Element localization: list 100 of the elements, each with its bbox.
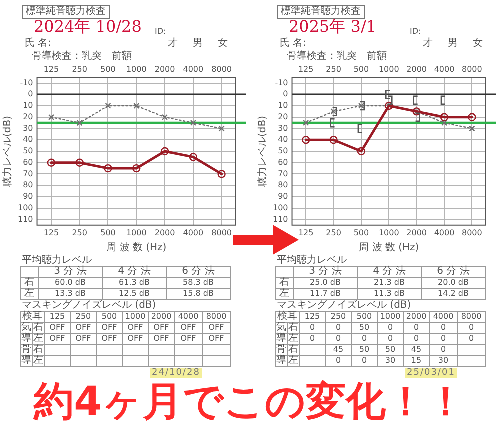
y-tick-label: 40 [278, 135, 288, 144]
y-tick-label: 100 [18, 203, 34, 212]
y-tick-label: 70 [23, 169, 34, 178]
text: 125 [298, 64, 314, 74]
category-label: 4000 [178, 312, 199, 321]
text: 骨導検査：乳突 前額 [32, 51, 132, 63]
text: 左 [32, 333, 44, 344]
text: 0 [430, 344, 458, 356]
text: 女 [218, 38, 228, 50]
text: 8000 [462, 64, 482, 74]
text: OFF [122, 334, 148, 344]
text: 男 [448, 38, 458, 50]
text: 125 [44, 64, 60, 74]
text: 1000 [378, 64, 400, 74]
text: 250 [72, 64, 88, 74]
y-tick-label: 50 [278, 146, 288, 156]
text: OFF [122, 322, 148, 334]
y-tick-label: 60 [23, 158, 34, 167]
text: OFF [44, 322, 70, 334]
y-tick-label: -10 [20, 78, 34, 88]
text: 30 [430, 356, 458, 366]
y-tick-label: -10 [275, 78, 288, 88]
text: 右 [20, 277, 38, 288]
text: 検耳 [20, 311, 44, 322]
text: 45 [404, 344, 430, 356]
text: 右 [32, 322, 44, 334]
text: 3 分 法 [38, 266, 102, 278]
text: 0 [404, 322, 430, 334]
text: OFF [148, 334, 174, 344]
text: マスキングノイズレベル (dB) [277, 300, 412, 311]
y-tick-label: 90 [278, 192, 288, 202]
text: 0 [430, 322, 458, 334]
text: 45 [326, 344, 352, 356]
y-tick-label: 80 [23, 180, 34, 190]
text: 58.3 dB [166, 278, 230, 288]
text: 才 [168, 38, 178, 50]
text: 0 [300, 334, 326, 344]
text: 0 [378, 334, 404, 344]
x-tick-label: 250 [72, 228, 88, 238]
text: 女 [473, 38, 483, 50]
text: 20.0 dB [422, 278, 486, 288]
x-tick-label: 125 [44, 228, 60, 238]
category-label: 1000 [125, 312, 146, 321]
text: 0 [326, 356, 352, 366]
text: OFF [148, 322, 174, 334]
text: 6 分 法 [422, 266, 486, 278]
text: 12.5 dB [102, 288, 166, 300]
text: 右 [32, 344, 44, 356]
x-tick-label: 4000 [183, 228, 204, 238]
text: 15 [404, 356, 430, 366]
text: 14.2 dB [422, 288, 486, 300]
text: OFF [174, 334, 202, 344]
text: 0 [352, 334, 378, 344]
text: 左 [288, 333, 300, 344]
category-label: 2000 [406, 312, 427, 321]
y-tick-label: 90 [23, 192, 34, 202]
text: 0 [352, 356, 378, 366]
y-tick-label: 10 [23, 101, 34, 110]
y-tick-label: 10 [278, 101, 288, 110]
text: OFF [70, 334, 96, 344]
text: 導 [276, 355, 288, 366]
y-tick-label: 70 [278, 169, 288, 178]
category-label: 125 [304, 312, 320, 321]
text: 0 [378, 322, 404, 334]
text: 50 [352, 322, 378, 334]
text: 4 分 法 [102, 266, 166, 278]
x-tick-label: 125 [298, 228, 314, 238]
text: 気 [20, 322, 32, 334]
text: 左 [276, 288, 294, 300]
text: 500 [354, 64, 370, 74]
text: 50 [352, 344, 378, 356]
text: 6 分 法 [166, 266, 230, 278]
x-tick-label: 1000 [126, 228, 147, 238]
text: 13.3 dB [38, 288, 102, 300]
x-tick-label: 2000 [154, 228, 176, 238]
text: 0 [430, 334, 458, 344]
y-axis-title: 聴力レベル(dB) [2, 116, 14, 188]
y-tick-label: 30 [278, 124, 288, 133]
text: OFF [96, 322, 122, 334]
y-tick-label: 110 [272, 214, 288, 224]
text: 0 [300, 322, 326, 334]
category-label: 2000 [151, 312, 172, 321]
y-tick-label: 110 [18, 214, 34, 224]
text: 左 [32, 355, 44, 366]
chart-subtitle: 2025年 3/1 [289, 17, 377, 36]
x-tick-label: 8000 [212, 228, 232, 238]
text: 気 [276, 322, 288, 334]
text: 500 [100, 64, 116, 74]
text: OFF [44, 334, 70, 344]
text: 3 分 法 [294, 266, 358, 278]
y-tick-label: 60 [278, 158, 288, 167]
text: マスキングノイズレベル (dB) [22, 300, 156, 311]
text: OFF [70, 322, 96, 334]
x-axis-title: 周 波 数 (Hz) [106, 242, 167, 254]
y-tick-label: 40 [23, 135, 34, 144]
text: 0 [326, 334, 352, 344]
text: 骨 [276, 344, 288, 356]
text: 2000 [406, 64, 427, 74]
text: 約4ヶ月でこの変化！！ [32, 379, 467, 425]
x-tick-label: 250 [326, 228, 342, 238]
